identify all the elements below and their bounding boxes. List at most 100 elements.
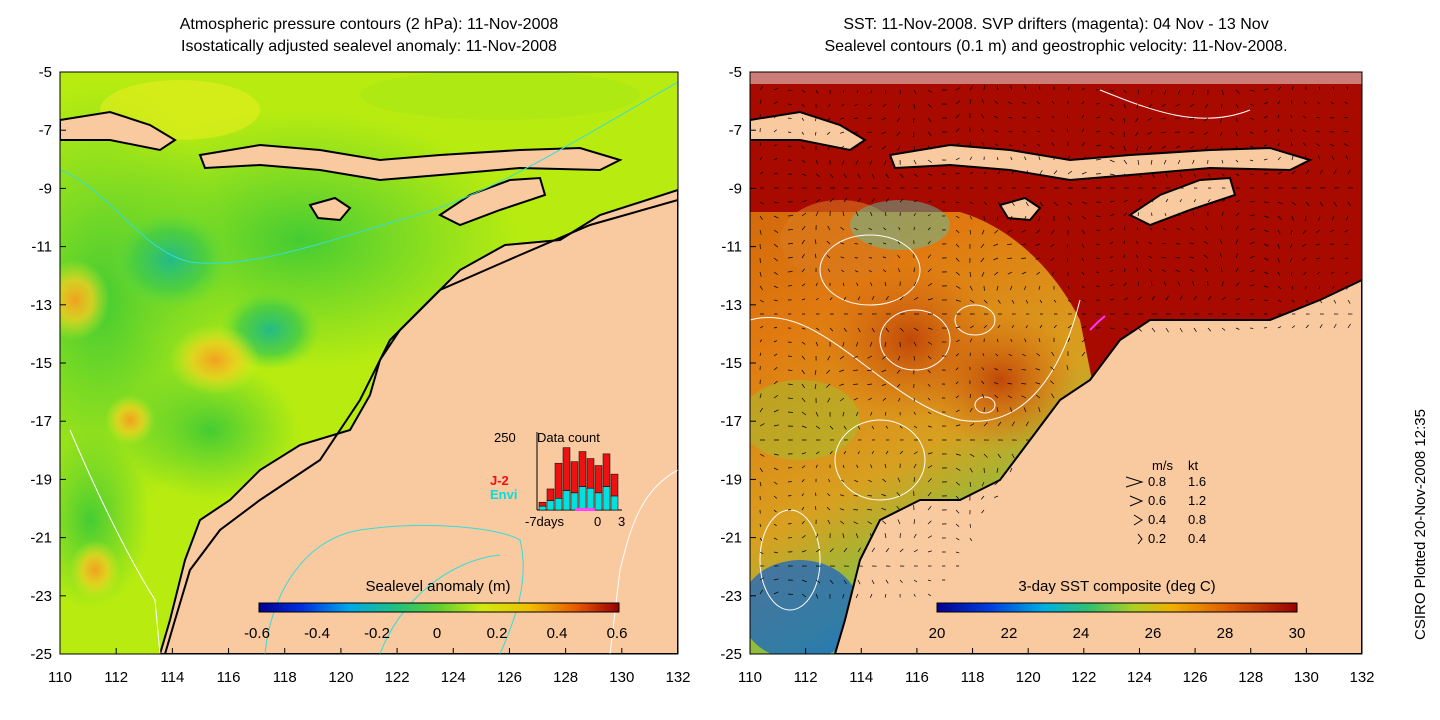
island-chain [198,143,623,182]
y-tick-label: -9 [39,180,52,197]
inset-bar-j2 [602,453,611,487]
x-tick-label: 120 [328,669,353,686]
x-tick-label: 112 [794,669,818,686]
legend-ms-value: 0.6 [1148,493,1166,508]
x-tick-label: 124 [1127,669,1152,686]
legend-header-kt: kt [1188,458,1199,473]
legend-header-ms: m/s [1152,458,1173,473]
right-title-line1: SST: 11-Nov-2008. SVP drifters (magenta)… [843,16,1269,33]
side-credit: CSIRO Plotted 20-Nov-2008 12:35 [1412,409,1429,640]
colorbar-tick-label: -0.6 [244,625,270,642]
colorbar-tick-label: 28 [1217,625,1234,642]
x-tick-label: 130 [609,669,634,686]
svp-drifter-track [1089,315,1106,331]
inset-bar-j2 [546,488,555,501]
y-tick-label: -15 [720,355,742,372]
axis-ticks: 110 112 114 116 118 120 122 124 126 128 130 132 -5 -7… [30,64,1374,686]
island-sumba [308,196,352,222]
x-tick-label: 110 [48,669,72,686]
x-tick-label: 126 [1183,669,1208,686]
x-tick-label: 126 [497,669,522,686]
inset-bar-j2 [570,461,579,494]
y-tick-label: -23 [30,588,52,605]
legend-kt-value: 1.2 [1188,493,1206,508]
y-tick-label: -19 [720,471,742,488]
inset-bar-envi [610,495,619,511]
colorbar-tick-label: 24 [1073,625,1090,642]
left-map-area [60,72,678,654]
y-tick-label: -11 [721,239,742,256]
y-tick-label: -21 [30,530,52,547]
right-colorbar: 3-day SST composite (deg C) 20 22 24 26 28 30 [929,578,1306,642]
legend-arrow-icon [1137,533,1143,545]
island-timor-right [1128,176,1237,227]
inset-bar-envi [570,492,579,511]
inset-bar-envi [594,492,603,511]
inset-bar-envi [546,500,555,511]
inset-bar-j2 [586,458,595,489]
inset-x-label-zero: 0 [594,514,601,529]
inset-max-label: 250 [494,430,516,445]
australia-landmass [158,188,678,654]
x-tick-label: 124 [441,669,466,686]
colorbar-tick-label: 0.4 [547,625,568,642]
colorbar-tick-label: 20 [929,625,946,642]
y-tick-label: -15 [30,355,52,372]
island-chain-right [888,143,1313,182]
y-tick-label: -5 [729,64,742,81]
legend-arrow-icon [1129,495,1144,507]
x-tick-label: 132 [665,669,690,686]
y-tick-label: -21 [720,530,742,547]
x-tick-label: 116 [905,669,929,686]
x-tick-label: 118 [273,669,297,686]
x-tick-label: 110 [738,669,762,686]
inset-bar-j2 [594,465,603,494]
inset-bar-envi [602,486,611,511]
inset-bar-envi [538,505,547,511]
y-tick-label: -9 [729,180,742,197]
island-java [60,110,177,152]
legend-arrow-icon [1133,514,1143,526]
y-tick-label: -25 [30,646,52,663]
island-sumba-right [998,196,1042,222]
legend-ms-value: 0.2 [1148,531,1166,546]
inset-bar-j2 [562,447,571,491]
x-tick-label: 128 [1238,669,1263,686]
colorbar-tick-label: 30 [1289,625,1306,642]
x-tick-label: 116 [217,669,241,686]
legend-ms-value: 0.8 [1148,474,1166,489]
colorbar-tick-label: 0.6 [607,625,628,642]
left-colorbar-title: Sealevel anomaly (m) [365,578,510,595]
island-java-right [750,110,867,152]
inset-title: Data count [537,430,600,445]
colorbar-tick-label: -0.4 [304,625,330,642]
inset-bar-envi [578,486,587,511]
colorbar-tick-label: 26 [1145,625,1162,642]
y-tick-label: -7 [729,122,742,139]
x-tick-label: 122 [385,669,410,686]
x-tick-label: 128 [553,669,578,686]
x-tick-label: 120 [1016,669,1041,686]
y-tick-label: -17 [720,413,742,430]
x-tick-label: 132 [1349,669,1374,686]
inset-bar-envi [554,498,563,511]
x-tick-label: 112 [104,669,128,686]
colorbar-tick-label: 22 [1001,625,1018,642]
y-tick-label: -19 [30,471,52,488]
inset-bar-j2 [554,462,563,499]
inset-x-label-end: 3 [618,514,625,529]
left-title-line2: Isostatically adjusted sealevel anomaly:… [181,38,557,55]
x-tick-label: 122 [1071,669,1096,686]
colorbar-tick-label: 0.2 [487,625,508,642]
left-title-line1: Atmospheric pressure contours (2 hPa): 1… [179,16,559,33]
legend-arrow-icon [1125,476,1144,488]
y-tick-label: -13 [720,297,742,314]
x-tick-label: 130 [1294,669,1319,686]
inset-series-j2: J-2 [490,473,509,488]
y-tick-label: -11 [31,239,52,256]
legend-ms-value: 0.4 [1148,512,1166,527]
data-count-inset: 250 Data count J-2 Envi -7days 0 3 [490,430,625,529]
y-tick-label: -5 [39,64,52,81]
inset-bar-envi [586,487,595,511]
